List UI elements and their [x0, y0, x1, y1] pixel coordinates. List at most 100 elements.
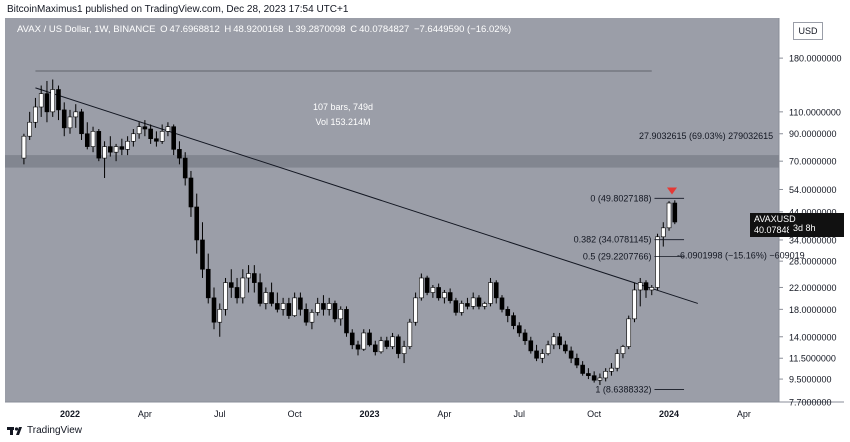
candle	[33, 97, 38, 128]
candle	[626, 315, 632, 350]
candle-body	[465, 303, 470, 307]
candle	[349, 329, 355, 350]
x-tick-label: 2023	[360, 409, 380, 419]
candle-body	[332, 303, 338, 320]
candle	[637, 277, 643, 307]
candle	[476, 295, 482, 310]
y-tick-label: 7.7000000	[789, 398, 832, 408]
candle-body	[557, 336, 562, 346]
candle	[465, 297, 470, 310]
publisher-header: BitcoinMaximus1 published on TradingView…	[7, 4, 349, 15]
candle-body	[303, 309, 309, 323]
candle	[384, 336, 390, 350]
candle	[73, 104, 79, 128]
candle	[413, 292, 418, 326]
x-tick-label: Jul	[214, 409, 226, 419]
x-tick-label: Oct	[587, 409, 602, 419]
candle-body	[551, 336, 557, 346]
chart-frame[interactable]: 180.0000000 110.0000000 90.0000000 70.00000…	[5, 18, 844, 423]
candle	[113, 143, 119, 162]
candle	[442, 289, 447, 304]
y-tick-label: 110.0000000	[789, 107, 841, 117]
candle	[603, 368, 608, 382]
candle-body	[263, 292, 269, 304]
low-label: L	[288, 24, 294, 35]
down-arrow-icon	[667, 187, 677, 195]
candle	[499, 295, 505, 313]
candle-body	[632, 289, 637, 320]
candle	[488, 277, 493, 307]
candle	[67, 109, 73, 134]
candle	[609, 363, 614, 376]
candle	[240, 269, 246, 304]
change-value: −7.6449590 (−16.02%)	[413, 24, 512, 35]
close-label: C	[350, 24, 358, 35]
currency-button[interactable]: USD	[793, 22, 823, 40]
y-tick-label: 34.0000000	[789, 235, 837, 245]
candle-body	[637, 282, 643, 291]
candle	[557, 332, 562, 350]
candle-body	[603, 371, 608, 379]
candle-body	[355, 344, 361, 350]
candle-body	[315, 303, 320, 313]
footer: TradingView	[7, 425, 82, 436]
candle	[367, 329, 372, 347]
candle	[568, 346, 574, 364]
candle-body	[280, 303, 286, 310]
candle	[338, 306, 344, 326]
y-tick-label: 54.0000000	[789, 185, 837, 195]
candle-body	[672, 202, 678, 223]
y-tick-label: 90.0000000	[789, 129, 837, 139]
candle-body	[269, 292, 274, 304]
candle	[84, 122, 90, 150]
candle-body	[21, 135, 27, 159]
candle-body	[165, 126, 171, 132]
candle	[211, 287, 217, 330]
candle	[286, 297, 292, 319]
candle	[655, 233, 660, 290]
candle	[643, 280, 649, 298]
open-value: 47.6968812	[169, 24, 220, 35]
candle-body	[626, 318, 632, 347]
candle-body	[666, 202, 672, 229]
candle	[453, 297, 459, 316]
candle	[597, 373, 603, 385]
y-axis-area	[779, 18, 844, 402]
candle	[142, 120, 148, 137]
candle	[672, 200, 678, 225]
candle	[326, 297, 332, 316]
candle	[574, 353, 580, 369]
x-tick-label: Oct	[288, 409, 303, 419]
candle-body	[38, 93, 44, 108]
candle-body	[56, 89, 61, 111]
candle	[586, 368, 591, 380]
candle	[269, 282, 274, 307]
candle	[228, 269, 234, 298]
candle	[372, 340, 378, 356]
x-axis-area	[5, 402, 844, 423]
candle	[263, 287, 269, 310]
candle	[390, 332, 395, 350]
candle	[396, 334, 401, 359]
bar-countdown: 3d 8h	[789, 223, 820, 234]
candle-body	[188, 177, 194, 208]
candle-body	[660, 227, 666, 238]
candle-body	[321, 303, 326, 310]
candle	[257, 273, 263, 307]
candle-body	[240, 277, 246, 299]
x-tick-label: Apr	[437, 409, 451, 419]
candle	[280, 297, 286, 316]
fib-level-label: 0.5 (29.2207766)	[583, 251, 652, 261]
candle-body	[534, 350, 539, 359]
candle-body	[614, 353, 620, 369]
candlestick-chart[interactable]: 180.0000000 110.0000000 90.0000000 70.00000…	[5, 18, 844, 423]
candle-body	[349, 332, 355, 346]
candle-body	[372, 344, 378, 353]
candle-body	[367, 332, 372, 346]
candle-body	[200, 239, 205, 270]
candle-body	[79, 111, 84, 135]
candle	[459, 300, 464, 316]
candle-body	[436, 287, 441, 299]
candle	[534, 344, 539, 362]
candle-body	[275, 303, 280, 310]
